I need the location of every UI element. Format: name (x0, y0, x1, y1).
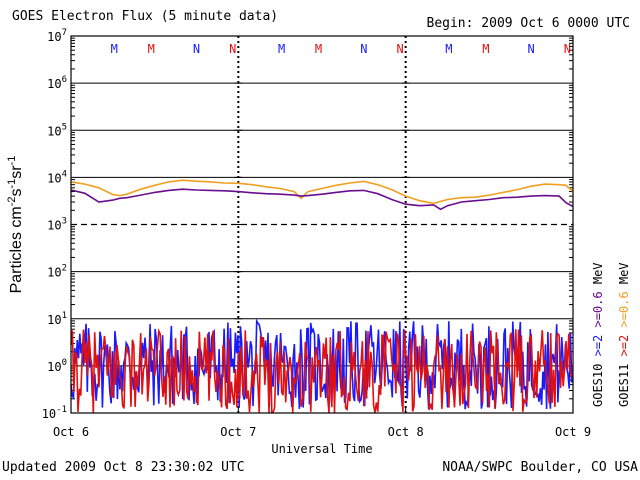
credit-line: NOAA/SWPC Boulder, CO USA (442, 460, 638, 475)
legend-goes11: GOES11 >=2 >=0.6 MeV (617, 262, 631, 407)
y-tick-label: 106 (47, 75, 67, 91)
frame-layer (70, 35, 574, 414)
updated-timestamp: Updated 2009 Oct 8 23:30:02 UTC (2, 460, 245, 475)
x-tick-label: Oct 8 (388, 425, 424, 439)
begin-time: Begin: 2009 Oct 6 0000 UTC (426, 16, 631, 31)
goes11-ge2-series (70, 328, 573, 414)
line-series-layer (70, 179, 574, 211)
x-tick-label: Oct 7 (220, 425, 256, 439)
local-time-marker: M (315, 42, 322, 56)
local-time-marker: N (193, 42, 200, 56)
local-time-marker: N (360, 42, 367, 56)
y-axis-label: Particles cm-2s-1sr-1 (6, 156, 25, 294)
y-tick-label: 102 (47, 264, 67, 280)
noise-series-layer (70, 317, 573, 414)
x-tick-label: Oct 6 (53, 425, 89, 439)
chart-title: GOES Electron Flux (5 minute data) (12, 9, 279, 24)
y-tick-label: 10-1 (42, 405, 67, 421)
legend-goes10: GOES10 >=2 >=0.6 MeV (591, 262, 605, 407)
x-tick-label: Oct 9 (555, 425, 591, 439)
y-tick-label: 104 (47, 169, 67, 185)
y-tick-label: 105 (47, 122, 67, 138)
local-time-marker: N (229, 42, 236, 56)
local-time-marker: N (564, 42, 571, 56)
label-layer: 10-1 100 101 102 103 104 105 106 107 Oct 6 Oct 7 Oc… (6, 28, 631, 456)
local-time-marker: M (111, 42, 118, 56)
local-time-marker: M (278, 42, 285, 56)
goes10-ge06-series (70, 188, 574, 211)
y-tick-label: 107 (47, 28, 67, 44)
local-time-marker: M (148, 42, 155, 56)
x-axis-label: Universal Time (271, 442, 372, 456)
local-time-marker: M (482, 42, 489, 56)
goes11-ge06-series (70, 179, 574, 205)
local-time-marker: M (445, 42, 452, 56)
y-tick-label: 100 (47, 358, 67, 374)
local-time-marker: N (396, 42, 403, 56)
plot-frame (70, 35, 574, 414)
y-tick-label: 101 (47, 311, 67, 327)
y-tick-label: 103 (47, 217, 67, 233)
local-time-marker: N (528, 42, 535, 56)
